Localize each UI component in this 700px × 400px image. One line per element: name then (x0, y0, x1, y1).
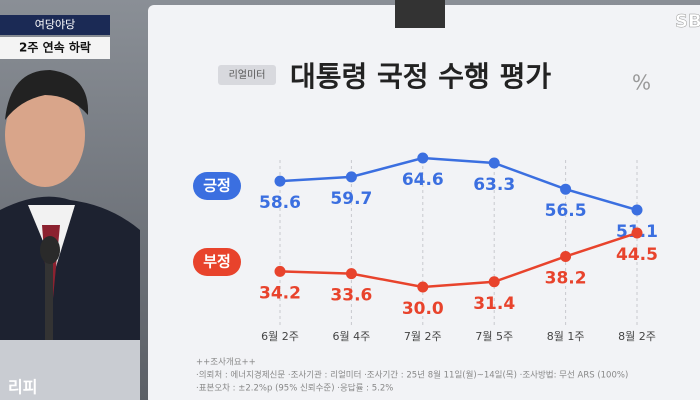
badge: 여당야당 (35, 18, 75, 31)
caption: 2주 연속 하락 (19, 40, 91, 55)
note: ·의뢰처 : 에너지경제신문 ·조사기관 : 리얼미터 ·조사기간 : 25년 … (196, 370, 628, 381)
source-tag-box (218, 65, 276, 85)
x-tick-label: 7월 5주 (475, 330, 513, 343)
legend-pill (193, 248, 241, 276)
x-tick-label: 7월 2주 (404, 330, 442, 343)
value-label: 34.2 (259, 283, 301, 303)
point (631, 204, 643, 216)
value-label: 31.4 (473, 294, 515, 314)
point (274, 175, 286, 187)
legend-label: 부정 (203, 253, 231, 271)
chart-panel (148, 5, 700, 400)
value-label: 44.5 (616, 245, 658, 265)
logo: SBS (675, 11, 700, 32)
value-label: 58.6 (259, 193, 301, 213)
value-label: 64.6 (402, 170, 444, 190)
point (560, 183, 572, 195)
x-tick-label: 6월 4주 (333, 330, 371, 343)
series-line (279, 156, 638, 212)
value-label: 38.2 (545, 268, 587, 288)
point (631, 227, 643, 239)
point (417, 152, 429, 164)
x-tick-label: 8월 2주 (618, 330, 656, 343)
unit: % (632, 71, 651, 95)
value-label: 59.7 (330, 189, 372, 209)
x-tick-label: 8월 1주 (547, 330, 585, 343)
legend-label: 긍정 (203, 177, 231, 195)
point (345, 268, 357, 280)
value-label: 30.0 (402, 299, 444, 319)
point (488, 276, 500, 288)
clip (395, 0, 445, 28)
note: ·표본오차 : ±2.2%p (95% 신뢰수준) ·응답률 : 5.2% (196, 383, 393, 394)
legend-pill (193, 172, 241, 200)
point (560, 250, 572, 262)
badge-box (0, 15, 110, 35)
caption-box (0, 37, 110, 59)
series-line (279, 231, 638, 289)
note: ++조사개요++ (196, 357, 256, 368)
corner-logo: 리피 (8, 378, 37, 397)
value-label: 56.5 (545, 201, 587, 221)
chart-title: 대통령 국정 수행 평가 (290, 60, 551, 93)
point (345, 171, 357, 183)
x-tick-label: 6월 2주 (261, 330, 299, 343)
value-label: 33.6 (330, 286, 372, 306)
point (488, 157, 500, 169)
value-label: 63.3 (473, 175, 515, 195)
source-tag: 리얼미터 (229, 69, 266, 81)
person (0, 70, 140, 400)
point (274, 265, 286, 277)
point (417, 281, 429, 293)
